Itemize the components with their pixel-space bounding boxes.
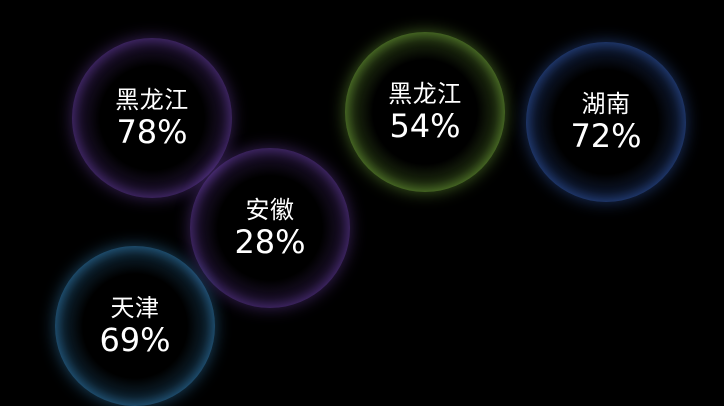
bubble-label: 湖南 — [581, 90, 631, 118]
bubble: 黑龙江 54% — [345, 32, 505, 192]
bubble-value: 69% — [99, 321, 171, 359]
bubble: 天津 69% — [55, 246, 215, 406]
bubble-value: 28% — [234, 223, 306, 261]
bubble-value: 54% — [389, 107, 461, 145]
bubble-label: 安徽 — [245, 196, 295, 224]
bubble: 安徽 28% — [190, 148, 350, 308]
bubble-value: 78% — [116, 113, 188, 151]
bubble-label: 黑龙江 — [115, 86, 189, 114]
bubble-value: 72% — [570, 117, 642, 155]
bubble-label: 天津 — [110, 294, 160, 322]
bubble: 湖南 72% — [526, 42, 686, 202]
bubble: 黑龙江 78% — [72, 38, 232, 198]
bubble-label: 黑龙江 — [388, 80, 462, 108]
